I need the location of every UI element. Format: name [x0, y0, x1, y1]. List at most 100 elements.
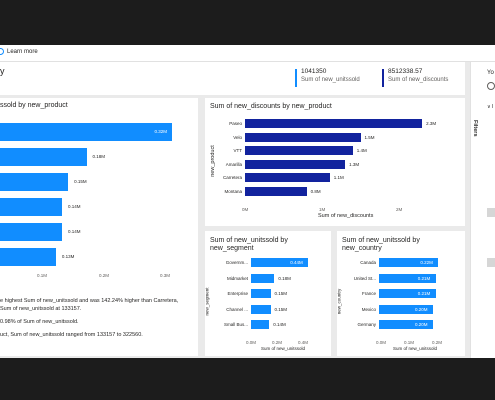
- bar-value-label: 0.14M: [67, 229, 81, 234]
- bar: [245, 159, 346, 169]
- bar: [0, 148, 87, 166]
- category-label: Midmarket: [226, 275, 248, 281]
- bar: [251, 304, 271, 314]
- bar-value-label: 0.14M: [67, 204, 81, 209]
- bar-value-label: 0.18M: [278, 275, 291, 281]
- bar: [245, 146, 353, 155]
- x-tick-label: 0.0M: [376, 340, 387, 345]
- category-label: Canada: [360, 260, 376, 265]
- category-label: Governm...: [225, 260, 248, 265]
- top-bar: Learn more: [0, 45, 495, 62]
- x-tick-label: 0.2M: [272, 340, 283, 345]
- bar-value-label: 1.4M: [356, 148, 367, 153]
- info-icon: [0, 48, 4, 55]
- category-label: Carretera: [222, 175, 242, 180]
- search-icon[interactable]: [487, 82, 495, 90]
- kpi-discounts-accent: [382, 69, 384, 87]
- bar: [379, 304, 433, 314]
- bar: [379, 289, 436, 298]
- x-tick-label: 0.0M: [246, 340, 257, 345]
- pane-top-label: Yo: [487, 70, 494, 76]
- bar-value-label: 0.44M: [290, 260, 303, 265]
- bar-value-label: 0.8M: [310, 188, 321, 194]
- bar: [251, 320, 270, 329]
- bar-value-label: 0.22M: [420, 260, 433, 265]
- narrative-line-4: uct, Sum of new_unitssold ranged from 13…: [0, 332, 143, 338]
- page-heading: y: [0, 66, 5, 76]
- bar-value-label: 2.3M: [426, 121, 437, 126]
- category-label: VTT: [233, 148, 243, 153]
- discounts-by-product-title: Sum of new_discounts by new_product: [210, 103, 332, 110]
- bar-value-label: 0.20M: [415, 306, 428, 312]
- filters-pane: Yo Filters ∨ I: [470, 62, 495, 358]
- bar-value-label: 0.32M: [154, 129, 167, 134]
- bar: [379, 258, 439, 267]
- kpi-units-label: Sum of new_unitssold: [301, 77, 360, 83]
- header-card: y 1041350 Sum of new_unitssold 8512338.5…: [0, 62, 465, 95]
- narrative-line-3: 0.98% of Sum of new_unitssold.: [0, 319, 79, 325]
- bar-value-label: 0.15M: [74, 179, 87, 184]
- category-label: United St...: [353, 275, 376, 281]
- bar: [379, 320, 433, 329]
- units-by-product-card[interactable]: ssold by new_product 0.32M 0.18M 0.15M 0.14…: [0, 98, 198, 356]
- x-axis-title: Sum of new_unitssold: [393, 346, 438, 351]
- learn-more-link[interactable]: Learn more: [0, 48, 38, 55]
- bar: [251, 273, 275, 283]
- units-by-segment-card[interactable]: Sum of new_unitssold by new_segment new_…: [205, 231, 331, 356]
- x-tick-label: 0.2M: [432, 340, 443, 345]
- bar-value-label: 0.14M: [273, 322, 286, 327]
- bar: [251, 289, 271, 298]
- x-tick-label: 0.2M: [99, 273, 110, 278]
- x-tick-label: 0.1M: [404, 340, 415, 345]
- bar-value-label: 1.1M: [333, 175, 344, 180]
- narrative-line-2: Sum of new_unitssold at 133157.: [0, 306, 82, 312]
- category-label: Germany: [357, 322, 376, 327]
- bar-value-label: 0.21M: [417, 291, 431, 296]
- category-label: Montana: [224, 188, 242, 194]
- report-canvas: y 1041350 Sum of new_unitssold 8512338.5…: [0, 62, 470, 358]
- learn-more-label: Learn more: [7, 48, 38, 55]
- bar: [245, 119, 423, 128]
- bar-value-label: 1.5M: [364, 134, 375, 140]
- category-label: Paseo: [229, 121, 242, 126]
- category-label: Mexico: [361, 306, 376, 312]
- pane-v-label: ∨ I: [487, 104, 494, 110]
- category-label: Enterprise: [227, 291, 248, 296]
- pane-block-2: [487, 258, 495, 267]
- powerbi-app: Learn more y 1041350 Sum of new_unitssol…: [0, 45, 495, 358]
- units-by-product-title: ssold by new_product: [0, 102, 68, 109]
- narrative-line-1: e highest Sum of new_unitssold and was 1…: [0, 298, 179, 304]
- x-tick-label: 1M: [319, 207, 326, 212]
- pane-block-1: [487, 208, 495, 217]
- bar-value-label: 0.13M: [61, 254, 75, 259]
- category-label: Small Bus...: [223, 322, 248, 327]
- bar-value-label: 0.15M: [274, 291, 288, 296]
- units-by-country-card[interactable]: Sum of new_unitssold by new_country new_…: [336, 231, 465, 356]
- bar: [251, 258, 309, 267]
- x-tick-label: 0.4M: [298, 340, 309, 345]
- bar: [0, 198, 62, 216]
- bar: [0, 248, 56, 266]
- bar-value-label: 0.21M: [417, 275, 431, 281]
- kpi-units-accent: [295, 69, 297, 87]
- x-axis-title: Sum of new_unitssold: [261, 346, 306, 351]
- bar: [245, 186, 307, 196]
- bar-value-label: 0.20M: [415, 322, 428, 327]
- bar-value-label: 0.15M: [274, 306, 288, 312]
- filters-tab[interactable]: Filters: [472, 120, 478, 137]
- kpi-discounts-value: 8512338.57: [388, 68, 423, 75]
- discounts-by-product-card[interactable]: Sum of new_discounts by new_product new_…: [205, 98, 465, 226]
- bar: [379, 273, 436, 283]
- bar-value-label: 1.3M: [349, 161, 360, 167]
- bar: [0, 173, 69, 191]
- x-tick-label: 2M: [396, 207, 403, 212]
- category-label: Velo: [233, 134, 242, 140]
- x-tick-label: 0M: [242, 207, 249, 212]
- bar: [245, 173, 330, 182]
- bar-value-label: 0.18M: [92, 154, 106, 159]
- bar: [245, 132, 361, 142]
- category-label: Channel ...: [226, 306, 248, 312]
- x-axis-title: Sum of new_discounts: [318, 213, 374, 219]
- category-label: Amarilla: [225, 161, 242, 167]
